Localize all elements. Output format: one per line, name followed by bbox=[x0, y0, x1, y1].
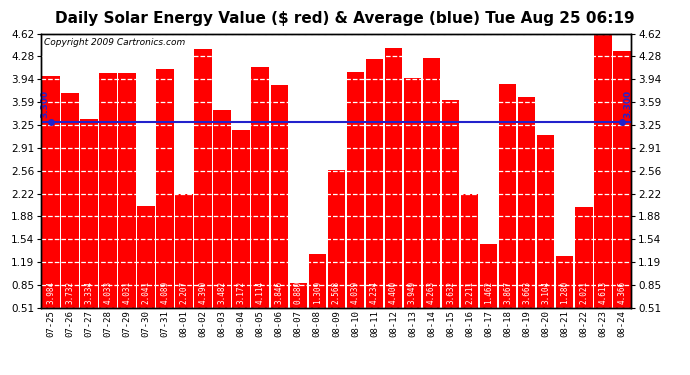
Bar bbox=[366, 60, 383, 308]
Bar bbox=[461, 194, 478, 308]
Text: 4.390: 4.390 bbox=[199, 281, 208, 304]
Text: 4.033: 4.033 bbox=[104, 281, 112, 304]
Text: 4.114: 4.114 bbox=[256, 281, 265, 304]
Bar bbox=[480, 244, 497, 308]
Bar bbox=[233, 130, 250, 308]
Text: 2.207: 2.207 bbox=[179, 281, 188, 304]
Bar bbox=[137, 206, 155, 308]
Text: 4.031: 4.031 bbox=[123, 281, 132, 304]
Bar bbox=[404, 78, 422, 308]
Text: 3.104: 3.104 bbox=[541, 281, 550, 304]
Bar bbox=[251, 68, 269, 308]
Text: 4.039: 4.039 bbox=[351, 281, 360, 304]
Text: 3.300: 3.300 bbox=[41, 90, 50, 118]
Text: 4.400: 4.400 bbox=[389, 281, 398, 304]
Bar bbox=[195, 49, 212, 308]
Text: Copyright 2009 Cartronics.com: Copyright 2009 Cartronics.com bbox=[44, 38, 186, 47]
Bar bbox=[594, 34, 611, 308]
Bar bbox=[385, 48, 402, 308]
Text: 3.172: 3.172 bbox=[237, 281, 246, 304]
Text: 4.263: 4.263 bbox=[427, 281, 436, 304]
Bar bbox=[61, 93, 79, 308]
Text: 2.211: 2.211 bbox=[465, 281, 474, 304]
Text: 3.482: 3.482 bbox=[217, 281, 227, 304]
Text: 1.309: 1.309 bbox=[313, 281, 322, 304]
Text: 2.021: 2.021 bbox=[580, 281, 589, 304]
Bar bbox=[175, 195, 193, 308]
Text: 4.613: 4.613 bbox=[598, 281, 607, 304]
Text: 3.846: 3.846 bbox=[275, 281, 284, 304]
Text: 1.280: 1.280 bbox=[560, 281, 569, 304]
Text: 2.568: 2.568 bbox=[332, 281, 341, 304]
Bar bbox=[575, 207, 593, 308]
Text: 3.732: 3.732 bbox=[66, 281, 75, 304]
Bar bbox=[423, 57, 440, 308]
Bar bbox=[80, 119, 98, 308]
Text: 3.300: 3.300 bbox=[623, 90, 632, 118]
Text: Daily Solar Energy Value ($ red) & Average (blue) Tue Aug 25 06:19: Daily Solar Energy Value ($ red) & Avera… bbox=[55, 11, 635, 26]
Bar bbox=[213, 110, 231, 308]
Bar bbox=[518, 98, 535, 308]
Bar bbox=[346, 72, 364, 308]
Bar bbox=[328, 170, 345, 308]
Text: 2.041: 2.041 bbox=[141, 281, 150, 304]
Bar bbox=[157, 69, 174, 308]
Bar bbox=[42, 76, 59, 308]
Bar bbox=[270, 85, 288, 308]
Text: 3.984: 3.984 bbox=[46, 281, 55, 304]
Bar bbox=[613, 51, 631, 308]
Bar bbox=[537, 135, 555, 308]
Text: 3.334: 3.334 bbox=[84, 281, 93, 304]
Text: 3.867: 3.867 bbox=[503, 281, 512, 304]
Bar bbox=[290, 283, 307, 308]
Text: 0.880: 0.880 bbox=[294, 281, 303, 304]
Text: 3.632: 3.632 bbox=[446, 281, 455, 304]
Text: 4.234: 4.234 bbox=[370, 281, 379, 304]
Text: 1.462: 1.462 bbox=[484, 281, 493, 304]
Bar bbox=[308, 254, 326, 308]
Bar bbox=[556, 256, 573, 307]
Bar bbox=[442, 99, 460, 308]
Bar bbox=[118, 73, 136, 308]
Text: 3.949: 3.949 bbox=[408, 281, 417, 304]
Bar bbox=[99, 73, 117, 308]
Text: 4.089: 4.089 bbox=[161, 281, 170, 304]
Text: 4.366: 4.366 bbox=[618, 281, 627, 304]
Text: 3.663: 3.663 bbox=[522, 281, 531, 304]
Bar bbox=[499, 84, 516, 308]
